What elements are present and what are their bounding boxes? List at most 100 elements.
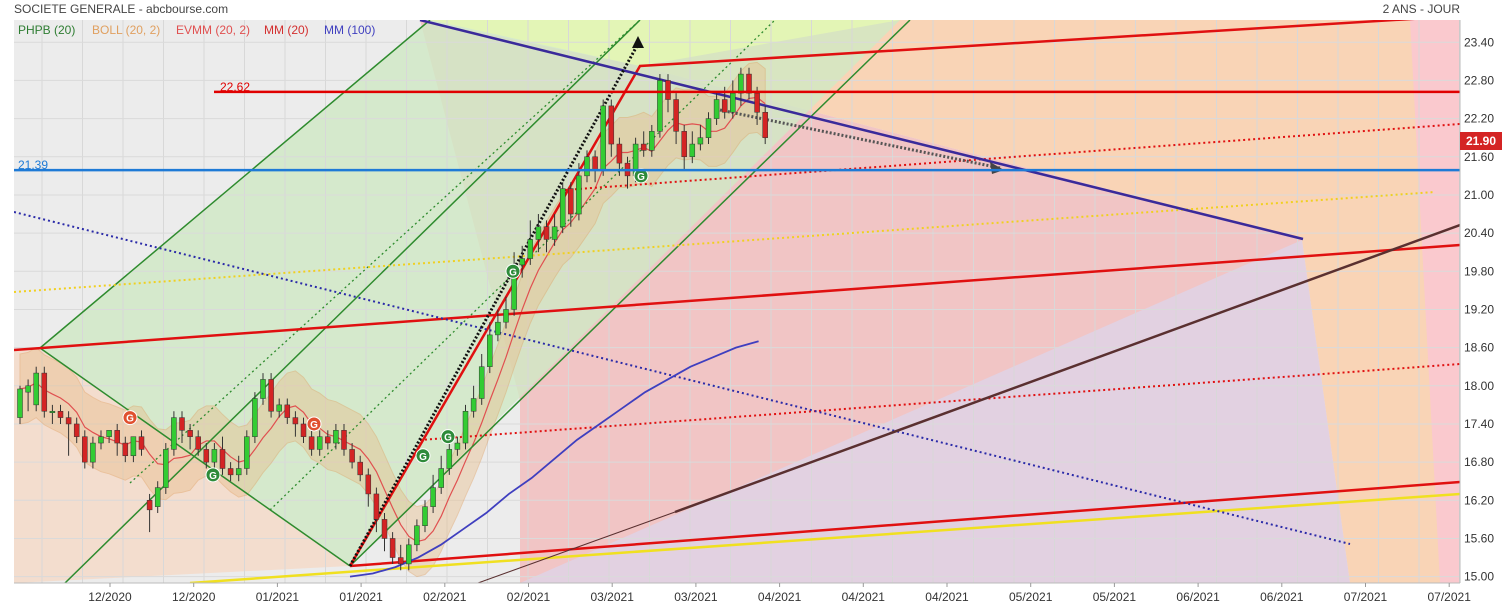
signal-label: G (419, 452, 427, 463)
candle-body (576, 175, 582, 215)
candle-body (381, 519, 388, 539)
candle-body (487, 334, 493, 367)
signal-marker (505, 263, 521, 279)
candle-body (268, 379, 274, 412)
candle-body (325, 436, 331, 444)
candle-body (316, 436, 323, 450)
y-tick-label: 18.60 (1464, 341, 1494, 355)
candle-body (503, 309, 509, 323)
candle-body (211, 449, 218, 463)
candle-body (73, 423, 80, 437)
x-tick-label: 01/2021 (256, 590, 300, 604)
signal-marker (122, 410, 138, 426)
period-label: 2 ANS - JOUR (1383, 2, 1461, 16)
brown-support-line (674, 223, 1460, 514)
candle-body (171, 417, 177, 450)
x-tick-label: 06/2021 (1260, 590, 1304, 604)
candle-body (559, 188, 566, 228)
lower-blue-fill (520, 240, 1350, 583)
y-tick-label: 17.40 (1464, 417, 1494, 431)
candle-body (689, 143, 696, 158)
candle-body (584, 156, 590, 177)
candle-body (592, 156, 598, 170)
x-tick-label: 04/2021 (925, 590, 969, 604)
candle-body (138, 436, 145, 450)
y-tick-label: 19.80 (1464, 264, 1494, 278)
red-dotted-lower (419, 363, 1460, 441)
yellow-support-line (189, 492, 1460, 583)
projection-arrow-up (348, 43, 640, 567)
x-tick-label: 05/2021 (1093, 590, 1137, 604)
level-label-22-62: 22.62 (220, 80, 250, 94)
candle-body (519, 258, 525, 266)
candle-body (333, 430, 339, 444)
x-tick-label: 01/2021 (339, 590, 383, 604)
y-tick-label: 23.40 (1464, 35, 1494, 49)
candle-body (106, 430, 112, 437)
candle-body (649, 131, 655, 151)
signal-label: G (126, 414, 134, 425)
signal-marker (415, 448, 431, 464)
x-tick-label: 12/2020 (172, 590, 216, 604)
candle-body (146, 500, 153, 511)
candle-body (349, 449, 355, 463)
signal-label: G (509, 267, 517, 278)
x-tick-label: 06/2021 (1176, 590, 1220, 604)
projection-zone-fill (640, 20, 1460, 583)
candle-body (365, 474, 372, 495)
candle-body (616, 143, 623, 164)
candle-body (422, 506, 428, 526)
candle-body (397, 557, 404, 565)
signal-marker (306, 416, 322, 432)
y-tick-label: 19.20 (1464, 302, 1494, 316)
y-tick-label: 15.60 (1464, 531, 1494, 545)
candle-body (292, 417, 299, 425)
signal-label: G (637, 172, 645, 183)
candle-body (608, 105, 615, 145)
x-tick-label: 07/2021 (1428, 590, 1472, 604)
x-tick-label: 12/2020 (88, 590, 132, 604)
candle-body (227, 468, 234, 476)
candle-body (754, 92, 760, 113)
candle-body (721, 99, 728, 113)
candle-body (746, 73, 752, 94)
candle-body (122, 442, 129, 457)
signal-marker (205, 467, 221, 483)
x-tick-label: 07/2021 (1344, 590, 1388, 604)
candle-body (284, 404, 291, 418)
y-tick-label: 22.80 (1464, 73, 1494, 87)
candle-body (543, 226, 550, 240)
last-price-tag (1460, 132, 1502, 150)
candle-body (762, 111, 768, 138)
x-tick-label: 04/2021 (842, 590, 886, 604)
legend-item-mm20: MM (20) (264, 23, 309, 37)
candle-body (454, 442, 461, 450)
signal-label: G (310, 420, 318, 431)
legend-item-boll: BOLL (20, 2) (92, 23, 160, 37)
candle-body (90, 442, 96, 463)
candle-body (33, 372, 39, 406)
candle-body (373, 493, 380, 520)
x-tick-label: 05/2021 (1009, 590, 1053, 604)
candle-body (114, 430, 120, 444)
candle-body (673, 99, 679, 132)
candle-body (551, 226, 558, 240)
candle-body (713, 99, 720, 119)
candle-body (430, 487, 436, 507)
candle-body (681, 131, 687, 158)
x-tick-label: 03/2021 (674, 590, 718, 604)
x-tick-label: 02/2021 (423, 590, 467, 604)
candle-body (65, 417, 72, 425)
legend-item-mm100: MM (100) (324, 23, 375, 37)
legend-item-phpb: PHPB (20) (18, 23, 75, 37)
signal-label: G (209, 471, 217, 482)
legend-item-evmm: EVMM (20, 2) (176, 23, 250, 37)
candle-body (49, 410, 56, 413)
last-price-value: 21.90 (1466, 134, 1496, 148)
signal-marker (440, 429, 456, 445)
candle-body (130, 436, 137, 457)
channel-line-upper (39, 20, 431, 349)
y-tick-label: 16.80 (1464, 455, 1494, 469)
candle-body (154, 487, 161, 507)
